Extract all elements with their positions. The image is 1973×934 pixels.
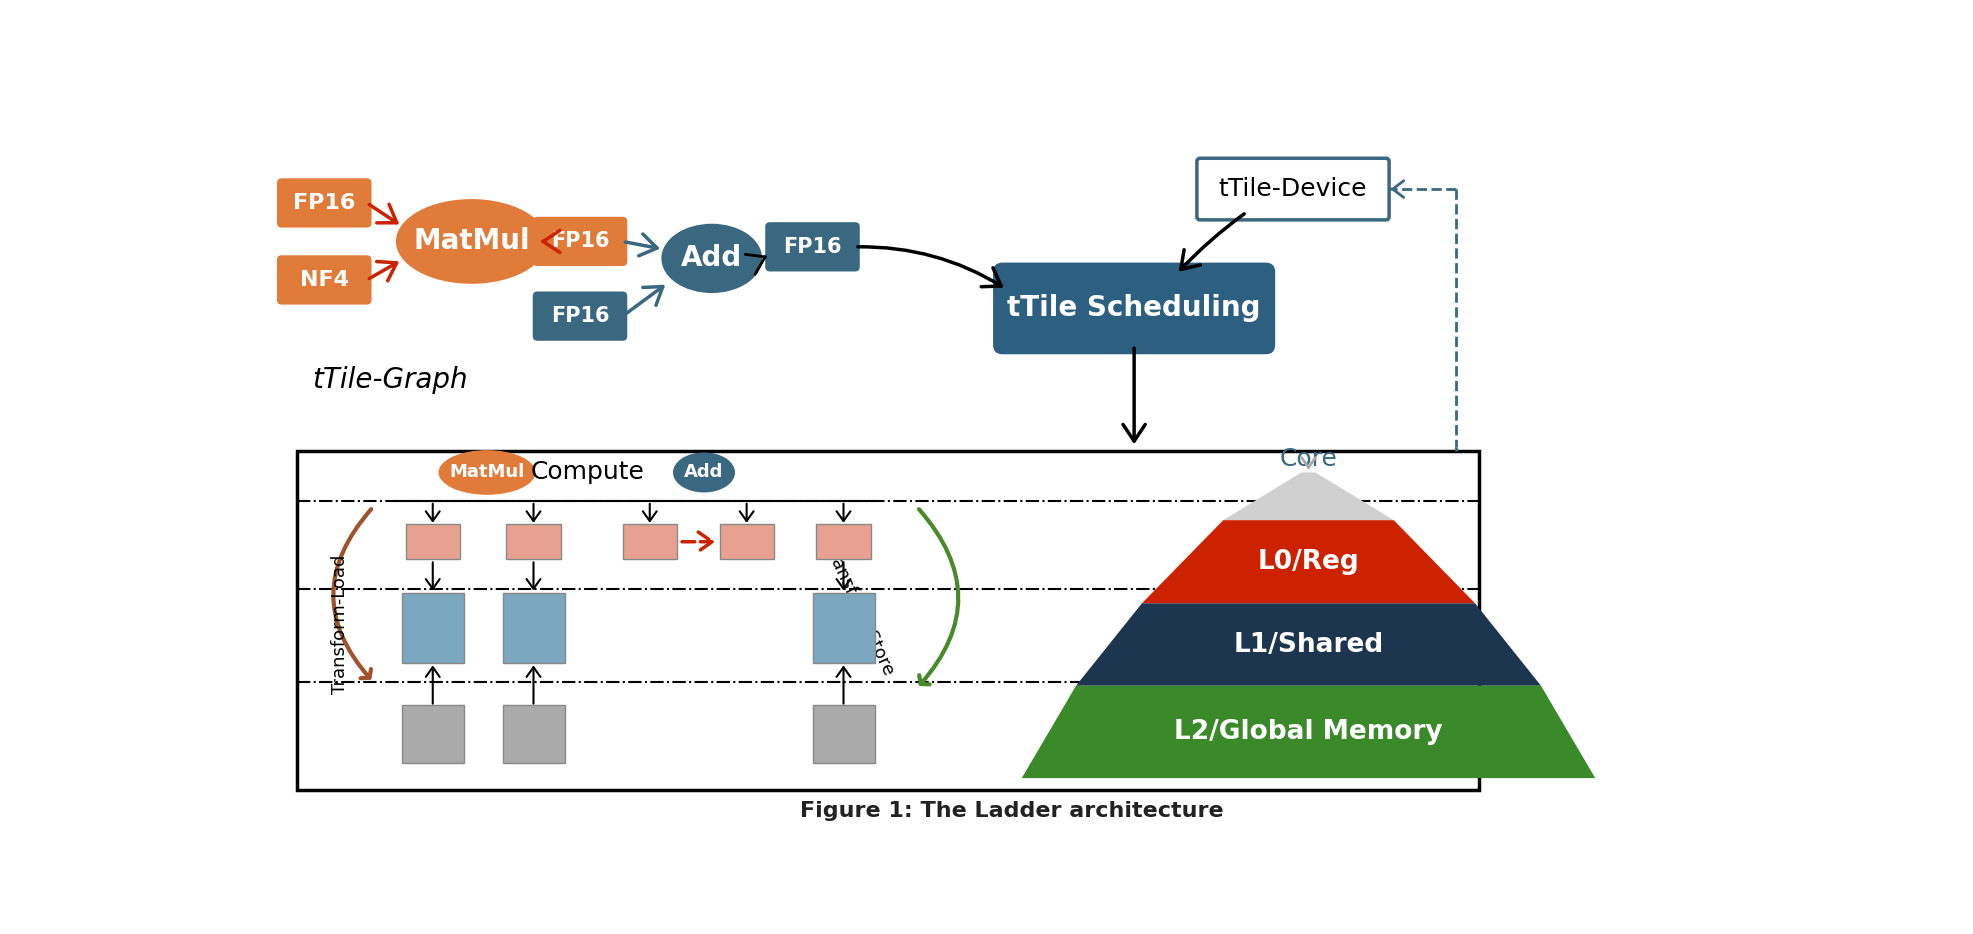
Text: MatMul: MatMul	[412, 228, 529, 255]
Text: L2/Global Memory: L2/Global Memory	[1174, 719, 1442, 745]
FancyBboxPatch shape	[718, 524, 773, 559]
FancyBboxPatch shape	[503, 705, 564, 763]
FancyBboxPatch shape	[533, 217, 627, 266]
Polygon shape	[1223, 473, 1393, 520]
FancyBboxPatch shape	[276, 178, 371, 228]
Text: tTile Scheduling: tTile Scheduling	[1006, 294, 1261, 322]
Text: L0/Reg: L0/Reg	[1257, 549, 1359, 574]
Polygon shape	[1022, 686, 1594, 778]
FancyBboxPatch shape	[1196, 158, 1389, 219]
Text: Core: Core	[1279, 446, 1338, 471]
Text: Transform-Load: Transform-Load	[331, 555, 349, 694]
FancyBboxPatch shape	[276, 255, 371, 304]
Text: FP16: FP16	[783, 237, 840, 257]
Text: Add: Add	[681, 245, 742, 273]
Text: tTile-Device: tTile-Device	[1217, 177, 1367, 201]
FancyBboxPatch shape	[404, 524, 460, 559]
Text: tTile-Graph: tTile-Graph	[312, 366, 468, 394]
Ellipse shape	[438, 450, 535, 495]
Text: Figure 1: The Ladder architecture: Figure 1: The Ladder architecture	[799, 801, 1223, 821]
Text: NF4: NF4	[300, 270, 349, 290]
FancyBboxPatch shape	[402, 705, 464, 763]
Text: L1/Shared: L1/Shared	[1233, 631, 1383, 658]
FancyBboxPatch shape	[992, 262, 1275, 354]
FancyBboxPatch shape	[813, 705, 874, 763]
FancyBboxPatch shape	[817, 524, 870, 559]
Ellipse shape	[661, 224, 762, 293]
Bar	[298, 451, 1478, 789]
Text: FP16: FP16	[550, 306, 610, 326]
Ellipse shape	[673, 452, 734, 492]
Text: FP16: FP16	[292, 193, 355, 213]
Ellipse shape	[397, 199, 547, 284]
Polygon shape	[1075, 603, 1541, 686]
Text: Compute: Compute	[531, 460, 645, 485]
Text: MatMul: MatMul	[450, 463, 525, 481]
Text: Add: Add	[685, 463, 724, 481]
FancyBboxPatch shape	[507, 524, 560, 559]
Polygon shape	[1140, 520, 1474, 603]
FancyBboxPatch shape	[503, 593, 564, 662]
FancyBboxPatch shape	[621, 524, 677, 559]
Text: FP16: FP16	[550, 232, 610, 251]
Text: Transform-Store: Transform-Store	[821, 540, 898, 678]
FancyBboxPatch shape	[766, 222, 860, 272]
FancyBboxPatch shape	[813, 593, 874, 662]
FancyBboxPatch shape	[533, 291, 627, 341]
FancyBboxPatch shape	[402, 593, 464, 662]
